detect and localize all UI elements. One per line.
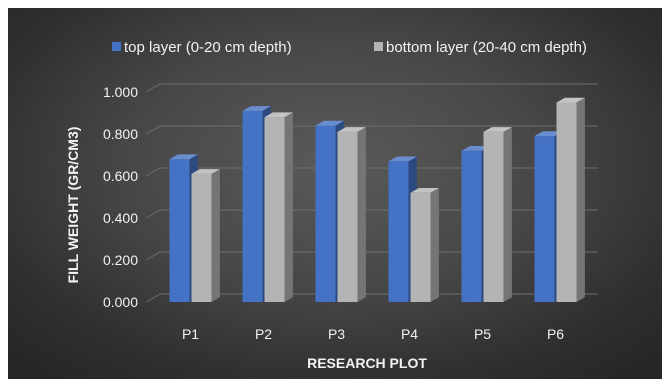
x-tick-label: P2 xyxy=(255,326,272,342)
y-axis-title: FILL WEIGHT (GR/CM3) xyxy=(65,127,81,284)
bar-top xyxy=(461,146,490,151)
bar-top xyxy=(388,156,417,162)
y-tick-label: 0.400 xyxy=(103,210,138,226)
gridline xyxy=(145,293,598,303)
x-axis-title: RESEARCH PLOT xyxy=(307,355,427,371)
y-tick-label: 0.000 xyxy=(103,294,138,310)
bar-front xyxy=(191,173,212,302)
legend-swatch xyxy=(112,42,121,51)
bar-side xyxy=(576,97,585,302)
bar-front xyxy=(242,110,263,303)
gridline xyxy=(145,125,598,135)
x-tick-label: P6 xyxy=(547,326,564,342)
bar-top xyxy=(534,131,563,137)
bar-top xyxy=(169,154,198,160)
gridline xyxy=(145,167,598,177)
gridlines xyxy=(145,83,598,303)
x-tick-label: P5 xyxy=(474,326,491,342)
y-tick-label: 1.000 xyxy=(103,84,138,100)
bar-top xyxy=(242,106,271,111)
legend: top layer (0-20 cm depth) bottom layer (2… xyxy=(112,39,587,56)
y-tick-label: 0.200 xyxy=(103,252,138,268)
bar-top xyxy=(483,127,512,132)
bar-top xyxy=(264,112,293,118)
bar-front xyxy=(534,136,555,302)
y-tick-label: 0.600 xyxy=(103,168,138,184)
legend-label: top layer (0-20 cm depth) xyxy=(124,39,292,56)
bar-front xyxy=(483,131,504,302)
bar-front xyxy=(315,125,336,302)
x-axis-ticks: P1 P2 P3 P4 P5 P6 xyxy=(182,326,564,342)
bar xyxy=(264,112,293,303)
x-tick-label: P1 xyxy=(182,326,199,342)
legend-swatch xyxy=(374,42,383,51)
bar xyxy=(483,127,512,302)
bar-side xyxy=(211,169,220,302)
bar-front xyxy=(337,131,358,302)
gridline xyxy=(145,83,598,93)
gridline xyxy=(145,251,598,261)
bar-side xyxy=(357,127,366,302)
bar-top xyxy=(315,120,344,126)
bar-front xyxy=(264,117,285,302)
bar-front xyxy=(388,161,409,302)
x-tick-label: P3 xyxy=(328,326,345,342)
bar-side xyxy=(503,127,512,302)
bar-top xyxy=(410,188,439,193)
bar-top xyxy=(337,127,366,132)
bar-front xyxy=(410,192,431,302)
bar-side xyxy=(284,112,293,303)
bar-front xyxy=(169,159,190,302)
bar xyxy=(191,169,220,302)
bar-front xyxy=(461,150,482,302)
bar-top xyxy=(191,169,220,174)
bar-side xyxy=(430,188,439,302)
y-tick-label: 0.800 xyxy=(103,126,138,142)
bar-top xyxy=(556,97,585,103)
legend-item: top layer (0-20 cm depth) xyxy=(112,39,292,56)
bar xyxy=(337,127,366,302)
x-tick-label: P4 xyxy=(401,326,418,342)
bar-front xyxy=(556,102,577,302)
bar xyxy=(410,188,439,302)
y-axis-ticks: 0.000 0.200 0.400 0.600 0.800 1.000 xyxy=(103,84,138,310)
legend-label: bottom layer (20-40 cm depth) xyxy=(386,39,587,56)
gridline xyxy=(145,209,598,219)
bar xyxy=(556,97,585,302)
chart-area: 0.000 0.200 0.400 0.600 0.800 1.000 P1 P2 P3 P4 P… xyxy=(8,8,662,379)
bars xyxy=(169,97,585,303)
legend-item: bottom layer (20-40 cm depth) xyxy=(374,39,587,56)
